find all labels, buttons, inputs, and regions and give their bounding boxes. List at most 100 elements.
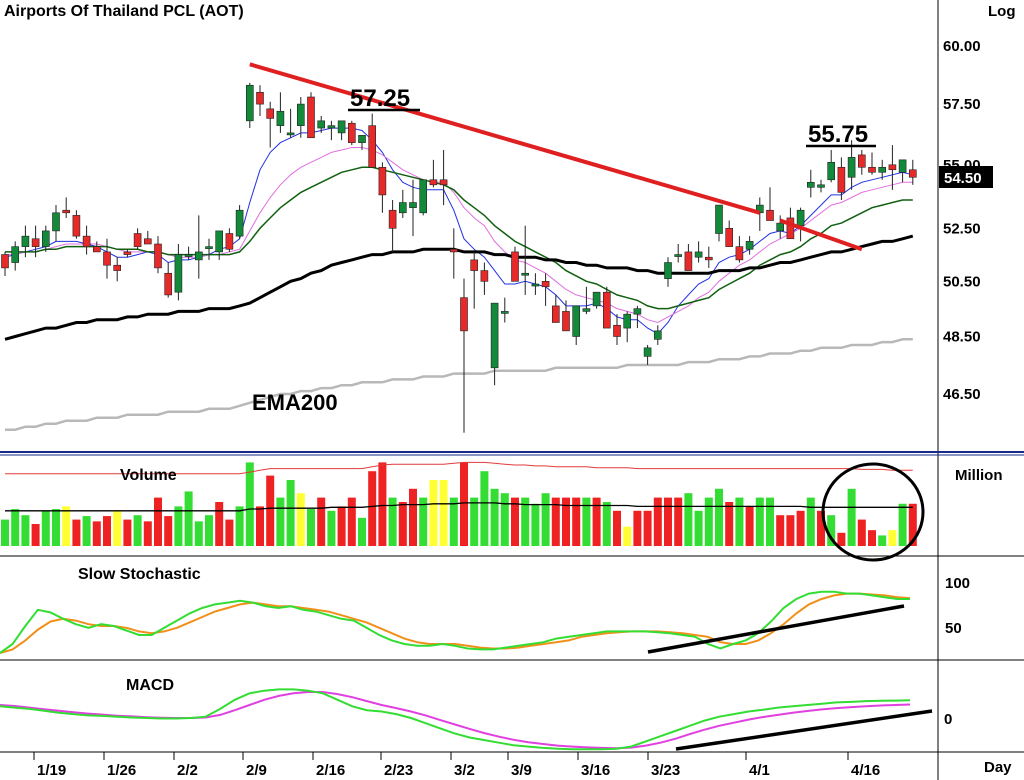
candle-27 [276,92,285,133]
candle-body [52,212,60,232]
volume-bar-1 [11,509,20,546]
ema-line-3 [4,234,914,341]
candle-body [337,120,346,134]
candle-57 [582,286,591,315]
candle-body [817,184,825,188]
candle-body [715,204,723,234]
candle-30 [307,92,315,139]
date-tick-10: 4/1 [749,762,770,779]
volume-bar-2 [21,515,30,546]
candle-body [93,246,101,253]
candle-29 [296,97,305,138]
candle-89 [908,159,917,185]
candle-body [31,238,40,247]
candle-72 [735,236,744,263]
volume-bars [1,461,917,546]
candle-body [694,251,703,258]
candle-18 [184,246,193,260]
volume-bar-64 [653,497,662,546]
volume-bar-37 [378,462,387,546]
volume-bar-89 [908,503,917,546]
candle-8 [82,225,91,255]
candle-66 [674,244,683,263]
candle-16 [164,262,172,298]
candle-body [347,122,356,143]
candle-85 [868,152,876,175]
candle-body [62,209,71,214]
candle-21 [215,230,223,260]
candle-body [653,330,662,340]
price-tick-0: 60.00 [943,38,981,55]
volume-bar-65 [664,497,672,546]
volume-bar-43 [439,480,448,546]
volume-bar-85 [868,530,876,546]
candle-79 [806,169,815,198]
volume-bar-79 [806,497,815,546]
volume-bar-55 [562,497,570,546]
x-unit-label: Day [984,759,1012,776]
candle-25 [256,85,264,117]
candle-65 [664,257,672,287]
candle-70 [715,204,723,242]
candle-body [796,209,805,227]
candle-body [551,305,560,323]
candle-52 [531,273,540,295]
price-tick-1: 57.50 [943,96,981,113]
date-tick-9: 3/23 [651,762,680,779]
candle-body [541,281,550,288]
volume-bar-7 [72,519,81,546]
candle-39 [398,189,407,218]
candle-4 [41,225,50,252]
candle-40 [409,179,417,237]
candle-26 [266,101,275,148]
candle-body [235,209,244,237]
candle-body [419,179,428,214]
volume-bar-27 [276,497,285,546]
candle-body [368,125,377,168]
candle-body [256,91,264,105]
volume-bar-57 [582,497,591,546]
candle-64 [653,325,662,345]
candle-2 [21,225,30,258]
last-price-value: 54.50 [944,170,982,187]
candle-body [429,179,438,186]
volume-bar-11 [113,510,122,546]
candle-7 [72,210,81,239]
candle-54 [551,294,560,323]
volume-bar-13 [133,515,142,546]
volume-bar-9 [92,521,101,546]
candle-60 [613,314,621,345]
volume-bar-10 [103,516,111,546]
candle-53 [541,273,550,306]
volume-bar-51 [521,497,530,546]
stochastic-tick-100: 100 [945,575,970,592]
candle-75 [766,187,774,221]
date-tick-2: 2/2 [177,762,198,779]
volume-bar-63 [643,510,652,546]
candle-body [398,202,407,214]
volume-bar-40 [409,488,417,546]
volume-bar-29 [296,493,305,546]
volume-bar-38 [388,497,397,546]
candle-body [674,254,683,257]
volume-bar-6 [62,506,71,546]
volume-bar-4 [41,510,50,546]
candle-body [378,166,387,196]
candle-58 [592,291,601,309]
price-trendline-1 [779,218,863,252]
candle-body [82,235,91,247]
candle-82 [837,157,846,200]
volume-bar-33 [337,506,346,546]
candle-50 [511,246,519,282]
volume-unit-label: Million [955,467,1003,484]
candle-63 [643,344,652,365]
candle-body [602,291,611,329]
macd-signal-line [0,691,911,750]
candle-body [317,120,326,129]
candle-body [857,154,866,168]
candle-6 [62,197,71,218]
candle-body [592,291,601,307]
candle-20 [205,238,213,260]
